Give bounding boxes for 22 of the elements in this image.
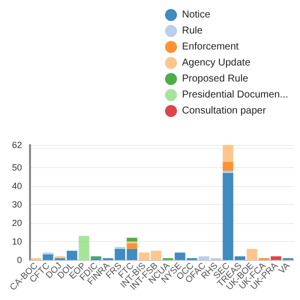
y-tick-label: 50 (12, 162, 22, 172)
legend-label: Rule (182, 26, 204, 36)
y-tick-label: 40 (12, 180, 22, 191)
legend-label: Proposed Rule (182, 74, 249, 84)
legend-label: Agency Update (182, 58, 251, 68)
legend-label: Notice (182, 10, 211, 20)
y-tick-label: 62 (12, 140, 22, 150)
bar (270, 256, 282, 260)
bar (246, 248, 258, 260)
bar (78, 236, 90, 260)
y-tick-label: 30 (12, 199, 22, 210)
bar (222, 162, 234, 171)
legend-label: Enforcement (182, 42, 239, 52)
bar (222, 145, 234, 162)
bar (126, 238, 138, 242)
x-tick-label: VA (276, 260, 292, 276)
legend-label: Consultation paper (182, 106, 267, 116)
legend-label: Presidential Documen... (182, 90, 288, 100)
y-tick-label: 0 (16, 255, 22, 265)
y-tick-label: 20 (12, 218, 22, 228)
bar (126, 243, 138, 249)
y-tick-label: 10 (12, 236, 22, 246)
